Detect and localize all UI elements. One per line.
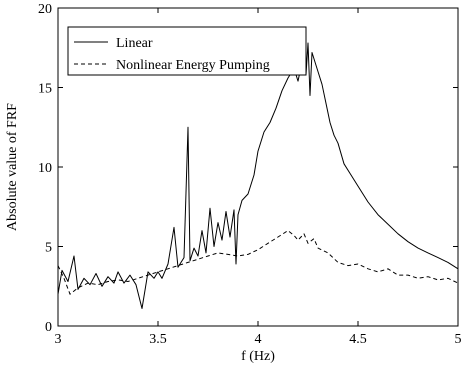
y-tick-label: 5: [45, 241, 52, 256]
y-tick-label: 20: [38, 2, 52, 17]
y-tick-label: 0: [45, 320, 52, 335]
x-tick-label: 4: [255, 332, 262, 347]
series-layer: [57, 42, 459, 309]
x-tick-label: 5: [455, 332, 461, 347]
legend-label-linear: Linear: [116, 36, 153, 51]
y-tick-label: 10: [38, 161, 52, 176]
legend: Linear Nonlinear Energy Pumping: [67, 26, 307, 76]
axis-ticks: 3 3.5 4 4.5 5 0 5 10 15 20: [38, 2, 461, 347]
legend-box: [67, 26, 307, 76]
legend-label-nonlinear: Nonlinear Energy Pumping: [116, 58, 270, 73]
series-line-linear: [57, 42, 459, 309]
x-tick-label: 3: [55, 332, 62, 347]
y-tick-label: 15: [38, 82, 52, 97]
y-axis-label: Absolute value of FRF: [5, 103, 20, 231]
series-line-nonlinear: [57, 230, 459, 295]
x-tick-label: 4.5: [349, 332, 367, 347]
x-axis-label: f (Hz): [241, 349, 275, 364]
x-tick-label: 3.5: [149, 332, 167, 347]
